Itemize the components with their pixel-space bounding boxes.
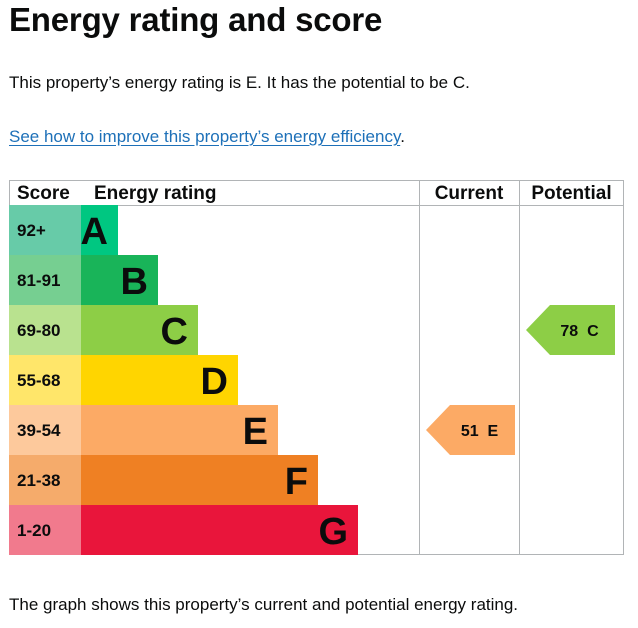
chart-caption: The graph shows this property’s current … — [9, 595, 519, 614]
score-cell-f — [9, 455, 81, 505]
rating-bar-b — [81, 255, 158, 305]
score-label-g: 1-20 — [17, 521, 51, 540]
rating-letter-g: G — [318, 511, 348, 553]
improve-link-line: See how to improve this property’s energ… — [9, 126, 405, 148]
score-label-e: 39-54 — [17, 421, 61, 440]
score-cell-d — [9, 355, 81, 405]
rating-letter-a: A — [81, 211, 108, 253]
rating-bar-e — [81, 405, 278, 455]
rating-bar-g — [81, 505, 358, 555]
score-cell-a — [9, 205, 81, 255]
score-cell-b — [9, 255, 81, 305]
rating-bar-c — [81, 305, 198, 355]
rating-bar-d — [81, 355, 238, 405]
rating-letter-d: D — [201, 361, 228, 403]
improve-efficiency-link[interactable]: See how to improve this property’s energ… — [9, 127, 401, 146]
header-score: Score — [17, 183, 70, 204]
potential-rating-label: 78 C — [560, 323, 599, 340]
rating-summary: This property’s energy rating is E. It h… — [9, 73, 470, 92]
score-cell-g — [9, 505, 81, 555]
header-energy-rating: Energy rating — [94, 183, 216, 204]
score-label-b: 81-91 — [17, 271, 60, 290]
rating-letter-b: B — [121, 261, 148, 303]
current-rating-label: 51 E — [461, 423, 499, 440]
rating-bar-f — [81, 455, 318, 505]
score-label-f: 21-38 — [17, 471, 60, 490]
header-current: Current — [435, 183, 504, 204]
rating-bar-a — [81, 205, 118, 255]
rating-letter-e: E — [243, 411, 268, 453]
current-arrow — [426, 405, 515, 455]
score-label-c: 69-80 — [17, 321, 60, 340]
score-label-a: 92+ — [17, 221, 46, 240]
rating-letter-f: F — [285, 461, 308, 503]
rating-letter-c: C — [161, 311, 188, 353]
potential-arrow — [526, 305, 615, 355]
score-cell-e — [9, 405, 81, 455]
link-suffix: . — [400, 127, 405, 146]
score-cell-c — [9, 305, 81, 355]
header-potential: Potential — [531, 183, 611, 204]
score-label-d: 55-68 — [17, 371, 60, 390]
page-title: Energy rating and score — [9, 1, 383, 38]
